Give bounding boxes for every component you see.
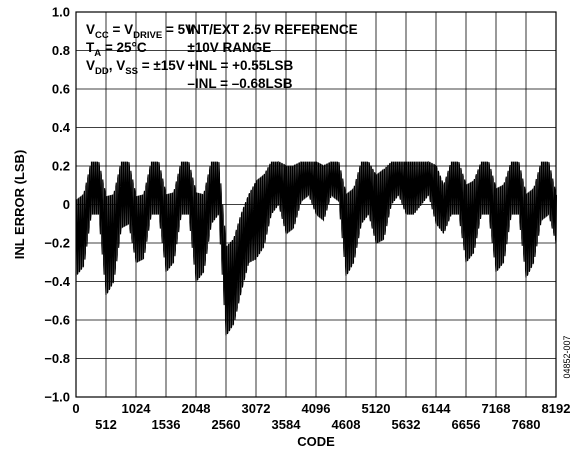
condition-note: TA = 25°C (86, 40, 147, 59)
x-tick-label: 1024 (122, 401, 152, 416)
x-tick-label: 3072 (242, 401, 271, 416)
condition-note: VDD, VSS = ±15V (86, 58, 185, 77)
y-tick-label: −0.4 (44, 274, 70, 289)
x-tick-label: 6656 (452, 417, 481, 432)
reference-note: ±10V RANGE (187, 40, 271, 55)
plot-frame (75, 11, 557, 398)
y-tick-label: −0.8 (44, 351, 70, 366)
y-tick-label: −0.6 (44, 313, 70, 328)
x-tick-label: 2560 (212, 417, 241, 432)
y-tick-label: 0.2 (52, 159, 70, 174)
x-tick-label: 0 (72, 401, 79, 416)
y-tick-labels: 1.0 0.8 0.6 0.4 0.2 0 −0.2 −0.4 −0.6 −0.8 −1.0 (44, 5, 70, 405)
x-tick-label: 8192 (542, 401, 571, 416)
x-tick-label: 7680 (512, 417, 541, 432)
inl-trace (75, 160, 558, 336)
y-tick-label: 0.4 (52, 120, 71, 135)
y-tick-label: 0 (63, 197, 70, 212)
x-tick-label: 1536 (152, 417, 181, 432)
x-tick-label: 5632 (392, 417, 421, 432)
condition-note: VCC = VDRIVE = 5V (86, 22, 194, 41)
reference-note: +INL = +0.55LSB (187, 58, 293, 73)
y-tick-label: 0.6 (52, 82, 70, 97)
x-tick-label: 6144 (422, 401, 452, 416)
y-tick-label: 0.8 (52, 43, 70, 58)
reference-note: INT/EXT 2.5V REFERENCE (187, 22, 357, 37)
y-tick-label: 1.0 (52, 5, 70, 20)
x-tick-label: 5120 (362, 401, 391, 416)
x-tick-label: 4096 (302, 401, 331, 416)
x-tick-label: 7168 (482, 401, 511, 416)
x-tick-label: 2048 (182, 401, 211, 416)
y-tick-label: −1.0 (44, 390, 70, 405)
y-axis-title: INL ERROR (LSB) (12, 150, 27, 260)
x-tick-label: 4608 (332, 417, 361, 432)
x-tick-labels: 0 1024 2048 3072 4096 5120 6144 7168 8192 512 1536… (72, 401, 570, 432)
reference-note: –INL = –0.68LSB (187, 76, 292, 91)
figure-id: 04852-007 (562, 335, 572, 378)
x-tick-label: 512 (95, 417, 117, 432)
x-tick-label: 3584 (272, 417, 302, 432)
inl-series-line (75, 160, 558, 336)
y-tick-label: −0.2 (44, 236, 70, 251)
x-axis-title: CODE (297, 434, 335, 449)
